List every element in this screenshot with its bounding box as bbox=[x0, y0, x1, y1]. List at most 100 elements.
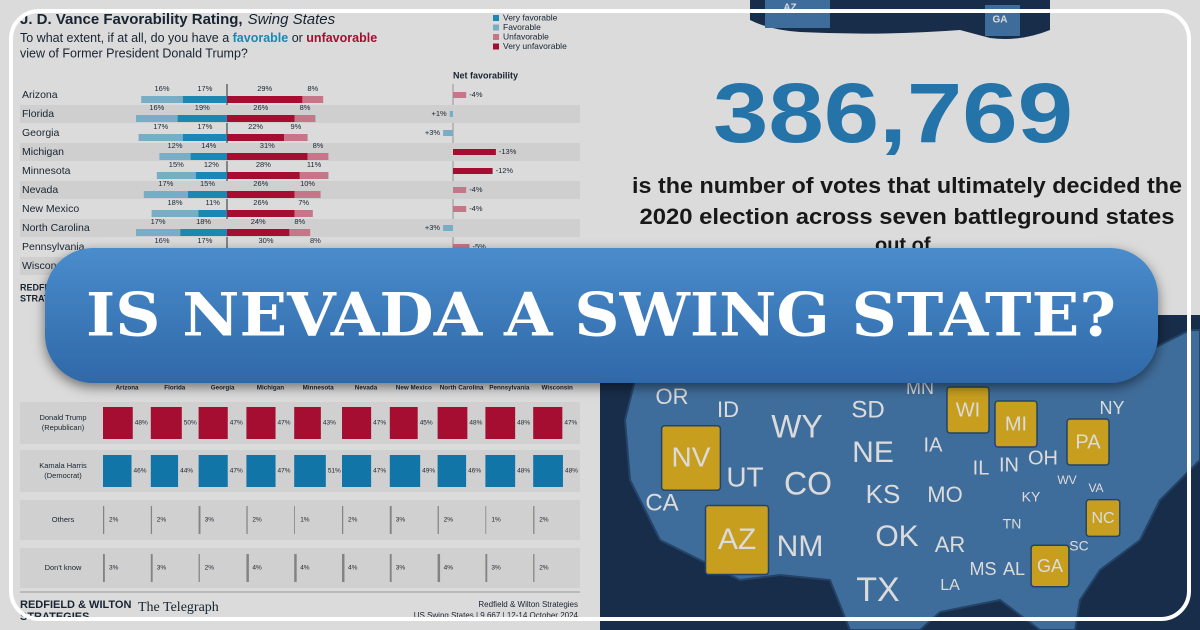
poll-bar bbox=[485, 455, 516, 487]
state-abbr: TN bbox=[1003, 516, 1022, 532]
poll-value-label: 48% bbox=[135, 420, 148, 427]
poll-value-label: 44% bbox=[180, 468, 193, 475]
banner-bg bbox=[45, 248, 1158, 383]
poll-value-label: 46% bbox=[468, 468, 481, 475]
poll-value-label: 4% bbox=[444, 565, 454, 572]
poll-value-label: 4% bbox=[252, 565, 262, 572]
fav-value-label: 29% bbox=[257, 84, 272, 93]
net-bar bbox=[453, 92, 467, 98]
poll-bar bbox=[485, 554, 488, 582]
swing-state bbox=[994, 400, 1038, 448]
state-abbr: NM bbox=[777, 530, 824, 563]
poll-value-label: 3% bbox=[491, 565, 501, 572]
poll-value-label: 50% bbox=[184, 420, 197, 427]
state-label: Arizona bbox=[22, 89, 58, 101]
poll-bar bbox=[246, 407, 276, 439]
state-abbr: WY bbox=[771, 408, 823, 444]
poll-row-sublabel: (Republican) bbox=[42, 423, 85, 432]
legend-label: Very favorable bbox=[503, 12, 558, 22]
state-abbr: SD bbox=[851, 396, 884, 423]
state-label: Nevada bbox=[22, 184, 58, 196]
poll-value-label: 2% bbox=[348, 517, 358, 524]
fav-bar bbox=[190, 153, 227, 160]
net-header: Net favorability bbox=[453, 70, 518, 80]
fav-value-label: 10% bbox=[300, 179, 315, 188]
net-bar bbox=[453, 168, 493, 174]
fav-bar bbox=[294, 115, 316, 122]
net-bar bbox=[443, 225, 453, 231]
net-label: -4% bbox=[469, 185, 483, 194]
net-bar bbox=[453, 244, 470, 250]
state-abbr: GA bbox=[1037, 556, 1063, 576]
swing-state bbox=[1066, 418, 1110, 466]
poll-bar bbox=[342, 506, 344, 534]
poll-bar bbox=[246, 554, 249, 582]
q-unfavorable: unfavorable bbox=[306, 31, 377, 45]
poll-bar bbox=[198, 455, 228, 487]
poll-value-label: 43% bbox=[323, 420, 336, 427]
fav-bar bbox=[307, 153, 329, 160]
poll-value-label: 1% bbox=[491, 517, 501, 524]
q-part: To what extent, if at all, do you have a bbox=[20, 31, 233, 45]
fav-value-label: 17% bbox=[151, 217, 166, 226]
poll-bar bbox=[294, 407, 321, 439]
net-label: +3% bbox=[425, 223, 441, 232]
state-label: North Carolina bbox=[22, 222, 90, 234]
fav-value-label: 17% bbox=[197, 122, 212, 131]
poll-bar bbox=[437, 455, 467, 487]
footer-right: Redfield & Wilton Strategies bbox=[478, 600, 578, 609]
footer-logo: The Telegraph bbox=[138, 600, 219, 615]
state-abbr: MI bbox=[1005, 413, 1027, 435]
poll-value-label: 4% bbox=[348, 565, 358, 572]
state-abbr: TX bbox=[856, 571, 899, 609]
poll-bar bbox=[246, 506, 248, 534]
state-abbr: KS bbox=[866, 479, 901, 509]
fav-bar bbox=[141, 96, 183, 103]
poll-bar bbox=[342, 407, 372, 439]
swing-state bbox=[660, 425, 722, 491]
net-label: -4% bbox=[469, 90, 483, 99]
poll-value-label: 2% bbox=[205, 565, 215, 572]
fav-value-label: 22% bbox=[248, 122, 263, 131]
poll-bar bbox=[150, 407, 182, 439]
poll-bar bbox=[389, 554, 392, 582]
fav-value-label: 19% bbox=[195, 103, 210, 112]
net-bar bbox=[453, 187, 467, 193]
state-abbr: KY bbox=[1022, 489, 1041, 505]
poll-bar bbox=[533, 506, 535, 534]
poll-column: Nevada bbox=[355, 385, 378, 392]
net-label: -12% bbox=[496, 166, 514, 175]
legend-label: Very unfavorable bbox=[503, 41, 567, 51]
legend-label: Unfavorable bbox=[503, 31, 549, 41]
fav-bar bbox=[227, 134, 285, 141]
poll-value-label: 47% bbox=[278, 468, 291, 475]
state-abbr: WV bbox=[1057, 473, 1076, 487]
fav-bar bbox=[198, 210, 227, 217]
fav-value-label: 17% bbox=[197, 236, 212, 245]
fav-value-label: 8% bbox=[300, 103, 311, 112]
poll-bar bbox=[150, 554, 153, 582]
net-bar bbox=[443, 130, 453, 136]
fav-value-label: 8% bbox=[313, 141, 324, 150]
poll-value-label: 48% bbox=[517, 468, 530, 475]
poll-value-label: 48% bbox=[517, 420, 530, 427]
poll-value-label: 47% bbox=[230, 420, 243, 427]
swing-state bbox=[704, 504, 770, 576]
poll-value-label: 47% bbox=[373, 420, 386, 427]
poll-bar bbox=[485, 506, 487, 534]
legend-swatch bbox=[493, 34, 499, 40]
fav-value-label: 9% bbox=[290, 122, 301, 131]
state-label: Georgia bbox=[22, 127, 60, 139]
fav-value-label: 8% bbox=[307, 84, 318, 93]
fav-value-label: 26% bbox=[253, 198, 268, 207]
poll-bar bbox=[103, 455, 132, 487]
fav-value-label: 18% bbox=[167, 198, 182, 207]
state-abbr: SC bbox=[1069, 538, 1088, 554]
fav-bar bbox=[227, 191, 295, 198]
fav-title-suffix: Swing States bbox=[248, 11, 336, 28]
poll-bar bbox=[389, 506, 392, 534]
fav-value-label: 26% bbox=[253, 179, 268, 188]
poll-bar bbox=[294, 506, 295, 534]
poll-value-label: 2% bbox=[157, 517, 167, 524]
poll-value-label: 1% bbox=[300, 517, 310, 524]
